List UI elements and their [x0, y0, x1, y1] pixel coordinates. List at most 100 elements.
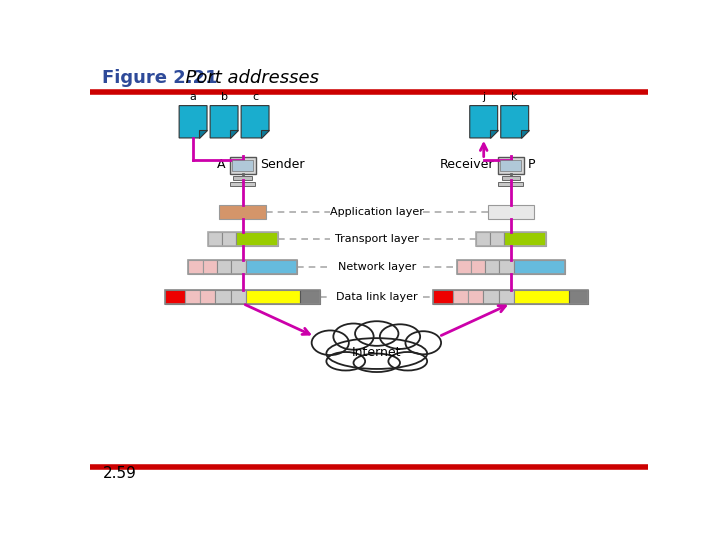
- Text: a: a: [212, 234, 218, 244]
- Text: P: P: [204, 292, 211, 301]
- Text: c: c: [252, 92, 258, 102]
- Text: A: A: [189, 292, 196, 301]
- FancyBboxPatch shape: [483, 289, 499, 303]
- FancyBboxPatch shape: [490, 232, 504, 246]
- Text: j: j: [505, 292, 508, 301]
- Polygon shape: [179, 106, 207, 138]
- FancyBboxPatch shape: [217, 260, 231, 274]
- Text: Data: Data: [528, 292, 554, 301]
- Polygon shape: [261, 130, 269, 138]
- FancyBboxPatch shape: [233, 177, 252, 179]
- Text: a: a: [480, 234, 486, 244]
- Text: j: j: [482, 92, 485, 102]
- Polygon shape: [199, 130, 207, 138]
- Text: P: P: [473, 292, 479, 301]
- FancyBboxPatch shape: [230, 182, 255, 186]
- Ellipse shape: [405, 331, 441, 354]
- FancyBboxPatch shape: [230, 289, 246, 303]
- Polygon shape: [521, 130, 528, 138]
- Ellipse shape: [355, 321, 398, 346]
- Ellipse shape: [326, 338, 427, 369]
- FancyBboxPatch shape: [485, 260, 500, 274]
- Text: Data: Data: [513, 234, 537, 244]
- FancyBboxPatch shape: [498, 157, 524, 174]
- Text: Data: Data: [258, 262, 284, 272]
- Text: Data: Data: [527, 262, 552, 272]
- Text: Data: Data: [244, 234, 269, 244]
- Text: Figure 2.21: Figure 2.21: [102, 69, 218, 87]
- FancyBboxPatch shape: [185, 289, 200, 303]
- Text: 2.59: 2.59: [102, 466, 136, 481]
- Text: a: a: [189, 92, 197, 102]
- FancyBboxPatch shape: [200, 289, 215, 303]
- FancyBboxPatch shape: [453, 289, 468, 303]
- Polygon shape: [210, 106, 238, 138]
- FancyBboxPatch shape: [487, 205, 534, 219]
- Text: Data: Data: [230, 207, 255, 217]
- Text: j: j: [495, 234, 498, 244]
- Ellipse shape: [333, 323, 374, 350]
- Text: Internet: Internet: [352, 346, 402, 359]
- FancyBboxPatch shape: [499, 289, 514, 303]
- Text: j: j: [237, 292, 240, 301]
- Text: Network layer: Network layer: [338, 262, 416, 272]
- Polygon shape: [500, 106, 528, 138]
- FancyBboxPatch shape: [220, 205, 266, 219]
- FancyBboxPatch shape: [189, 260, 203, 274]
- Text: A: A: [460, 262, 467, 272]
- FancyBboxPatch shape: [246, 260, 297, 274]
- FancyBboxPatch shape: [456, 260, 471, 274]
- Text: Transport layer: Transport layer: [335, 234, 419, 244]
- FancyBboxPatch shape: [222, 232, 235, 246]
- Text: P: P: [207, 262, 213, 272]
- FancyBboxPatch shape: [433, 289, 453, 303]
- Text: Data link layer: Data link layer: [336, 292, 418, 301]
- Text: j: j: [505, 262, 508, 272]
- Text: A: A: [217, 158, 225, 171]
- FancyBboxPatch shape: [513, 260, 565, 274]
- FancyBboxPatch shape: [233, 159, 253, 171]
- Text: Receiver: Receiver: [439, 158, 494, 171]
- FancyBboxPatch shape: [208, 232, 222, 246]
- Polygon shape: [241, 106, 269, 138]
- Polygon shape: [469, 106, 498, 138]
- FancyBboxPatch shape: [468, 289, 483, 303]
- Text: Sender: Sender: [260, 158, 305, 171]
- Text: b: b: [220, 92, 228, 102]
- Ellipse shape: [354, 354, 400, 372]
- Text: H2: H2: [436, 292, 451, 301]
- Text: j: j: [237, 262, 240, 272]
- FancyBboxPatch shape: [502, 177, 520, 179]
- Text: P: P: [528, 158, 536, 171]
- FancyBboxPatch shape: [203, 260, 217, 274]
- Text: T2: T2: [572, 292, 585, 301]
- Text: a: a: [489, 262, 495, 272]
- FancyBboxPatch shape: [215, 289, 230, 303]
- FancyBboxPatch shape: [230, 157, 256, 174]
- Text: T2: T2: [304, 292, 317, 301]
- Text: Data: Data: [498, 207, 523, 217]
- FancyBboxPatch shape: [235, 232, 277, 246]
- FancyBboxPatch shape: [231, 260, 246, 274]
- FancyBboxPatch shape: [165, 289, 185, 303]
- Ellipse shape: [312, 330, 349, 355]
- Ellipse shape: [388, 352, 427, 370]
- Text: j: j: [228, 234, 230, 244]
- Text: P: P: [475, 262, 481, 272]
- FancyBboxPatch shape: [498, 182, 523, 186]
- Text: a: a: [488, 292, 494, 301]
- FancyBboxPatch shape: [500, 159, 521, 171]
- FancyBboxPatch shape: [300, 289, 320, 303]
- Text: A: A: [192, 262, 199, 272]
- Text: Port addresses: Port addresses: [174, 69, 319, 87]
- Text: k: k: [511, 92, 518, 102]
- FancyBboxPatch shape: [504, 232, 546, 246]
- Ellipse shape: [326, 352, 365, 370]
- FancyBboxPatch shape: [476, 232, 490, 246]
- FancyBboxPatch shape: [569, 289, 588, 303]
- Text: H2: H2: [168, 292, 182, 301]
- FancyBboxPatch shape: [500, 260, 513, 274]
- Text: Application layer: Application layer: [330, 207, 423, 217]
- Text: Data: Data: [261, 292, 286, 301]
- Text: A: A: [457, 292, 464, 301]
